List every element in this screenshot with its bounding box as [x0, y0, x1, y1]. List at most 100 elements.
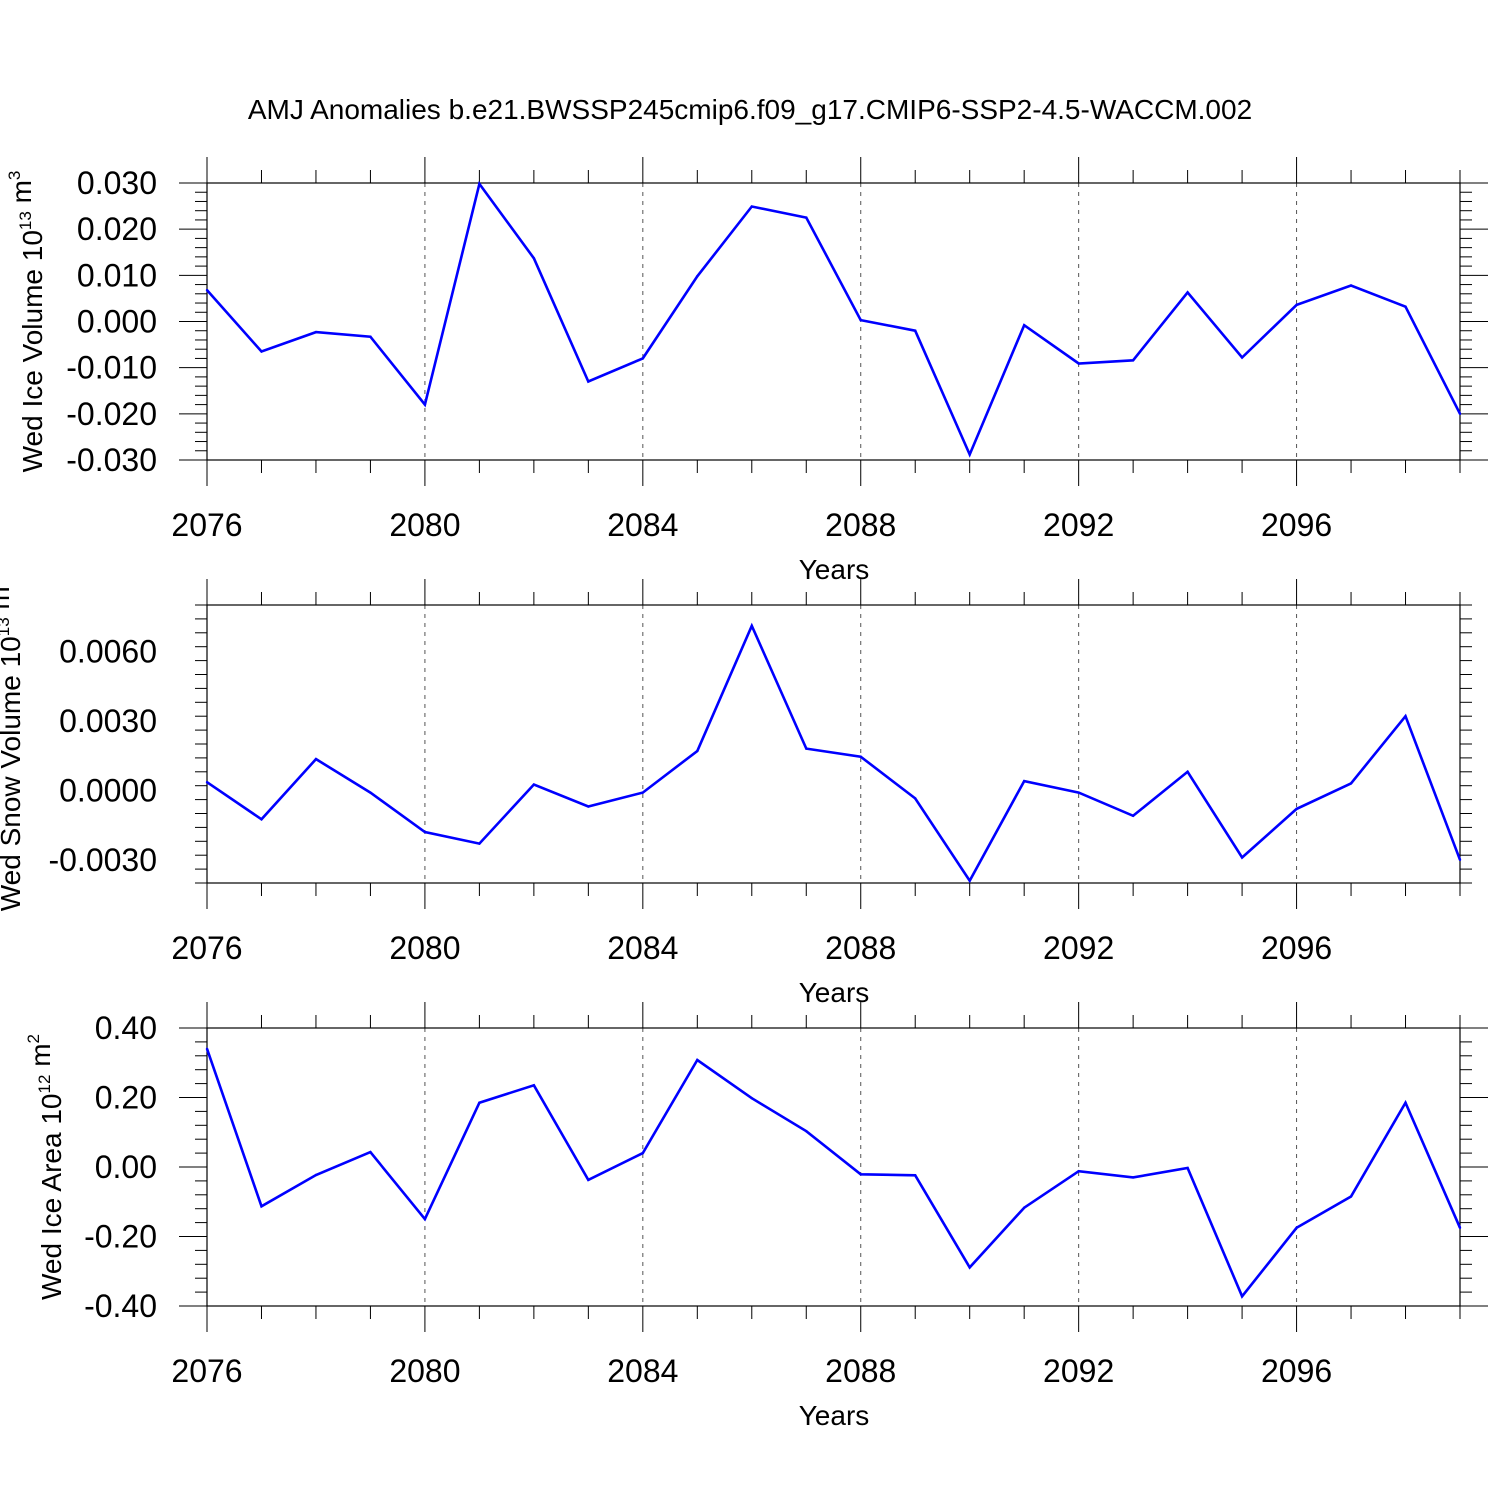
data-point — [1077, 1169, 1080, 1173]
y-axis-label-part: Wed Ice Volume 10 — [17, 230, 48, 472]
data-point — [1022, 779, 1026, 783]
data-point — [1077, 791, 1080, 794]
data-point — [859, 755, 862, 758]
data-point — [205, 288, 209, 292]
y-axis-label-superscript: 3 — [5, 171, 24, 180]
x-tick-label: 2084 — [607, 1353, 678, 1389]
x-tick-label: 2096 — [1261, 1353, 1332, 1389]
y-axis-label-part: m — [6, 180, 37, 211]
data-point — [205, 1047, 209, 1051]
x-tick-label: 2088 — [825, 930, 896, 966]
data-point — [914, 797, 917, 800]
y-axis-label-superscript: 2 — [24, 1034, 43, 1043]
data-point — [1404, 1101, 1407, 1104]
data-point — [260, 1205, 263, 1208]
data-point — [1349, 284, 1353, 287]
data-point — [750, 1096, 753, 1100]
data-point — [260, 818, 263, 821]
data-point — [641, 1151, 645, 1155]
x-tick-label: 2076 — [171, 1353, 242, 1389]
data-point — [1240, 856, 1244, 859]
data-point — [641, 357, 645, 360]
data-point — [1186, 770, 1189, 773]
data-point — [1404, 715, 1407, 718]
x-tick-label: 2096 — [1261, 507, 1332, 543]
x-tick-label: 2084 — [607, 507, 678, 543]
plot-frame — [206, 1027, 1461, 1307]
y-tick-label: 0.40 — [95, 1010, 157, 1046]
data-point — [260, 350, 263, 353]
data-point — [532, 1084, 536, 1087]
y-tick-label: 0.0000 — [59, 772, 157, 808]
data-point — [750, 205, 753, 208]
data-point — [1131, 359, 1135, 362]
data-point — [369, 791, 372, 794]
data-point — [968, 453, 971, 456]
data-point — [1295, 1226, 1298, 1230]
x-tick-label: 2080 — [389, 930, 460, 966]
y-tick-label: 0.00 — [95, 1149, 157, 1185]
data-point — [1186, 1166, 1189, 1170]
x-tick-label: 2084 — [607, 930, 678, 966]
series-line — [206, 180, 1462, 458]
data-point — [314, 757, 318, 761]
y-tick-label: -0.030 — [66, 442, 157, 478]
data-point — [914, 329, 917, 332]
x-tick-label: 2080 — [389, 507, 460, 543]
data-point — [205, 781, 209, 784]
y-axis-label-part: Wed Ice Area 10 — [36, 1094, 67, 1301]
x-tick-label: 2096 — [1261, 930, 1332, 966]
x-tick-label: 2092 — [1043, 930, 1114, 966]
x-axis-label: Years — [799, 1400, 870, 1431]
data-point — [750, 624, 753, 628]
y-tick-label: 0.030 — [77, 165, 157, 201]
y-axis-label: Wed Ice Area 1012 m2 — [24, 1034, 67, 1300]
y-axis-label-part: Wed Snow Volume 10 — [0, 636, 26, 911]
series-line — [206, 622, 1462, 884]
series-line — [205, 1048, 1462, 1299]
data-point — [1295, 807, 1298, 811]
data-point — [532, 257, 536, 260]
chart-panel-3: 2076 2080 2084 2088 2092 2096 -0.40 -0.20 0.00 0.… — [24, 1002, 1488, 1431]
x-tick-label: 2088 — [825, 507, 896, 543]
y-axis-label-part: m — [0, 586, 15, 617]
x-tick-label: 2088 — [825, 1353, 896, 1389]
data-point — [1131, 814, 1135, 818]
data-point — [423, 403, 427, 406]
data-point — [859, 1173, 862, 1176]
y-tick-label: 0.20 — [95, 1080, 157, 1116]
data-point — [1458, 412, 1462, 416]
data-point — [696, 275, 699, 278]
y-axis-label-superscript: 13 — [0, 617, 13, 636]
data-point — [1404, 305, 1407, 308]
data-point — [696, 1058, 699, 1062]
data-point — [314, 330, 318, 334]
data-point — [696, 749, 699, 753]
y-tick-label: 0.0060 — [59, 633, 157, 669]
data-point — [532, 783, 536, 786]
data-point — [968, 879, 971, 882]
figure-title: AMJ Anomalies b.e21.BWSSP245cmip6.f09_g1… — [248, 94, 1252, 125]
plot-frame — [206, 604, 1461, 884]
x-tick-label: 2080 — [389, 1353, 460, 1389]
data-point — [314, 1173, 318, 1177]
data-point — [423, 1217, 427, 1221]
y-axis-label-part: m — [25, 1043, 56, 1074]
data-point — [968, 1266, 971, 1269]
data-point — [1349, 782, 1353, 785]
y-tick-label: -0.40 — [84, 1288, 157, 1324]
panels: 2076 2080 2084 2088 2092 2096 -0.030 -0.020 -0.0… — [0, 157, 1488, 1431]
data-point — [1240, 1295, 1244, 1298]
data-point — [1022, 1206, 1026, 1209]
y-tick-label: -0.020 — [66, 396, 157, 432]
data-point — [805, 216, 808, 219]
plot-frame — [206, 182, 1461, 461]
y-axis-label-superscript: 13 — [16, 211, 35, 230]
y-tick-label: 0.000 — [77, 304, 157, 340]
data-point — [914, 1174, 917, 1177]
x-tick-label: 2092 — [1043, 1353, 1114, 1389]
data-point — [423, 830, 427, 834]
x-tick-label: 2076 — [171, 930, 242, 966]
data-point — [478, 1101, 481, 1104]
